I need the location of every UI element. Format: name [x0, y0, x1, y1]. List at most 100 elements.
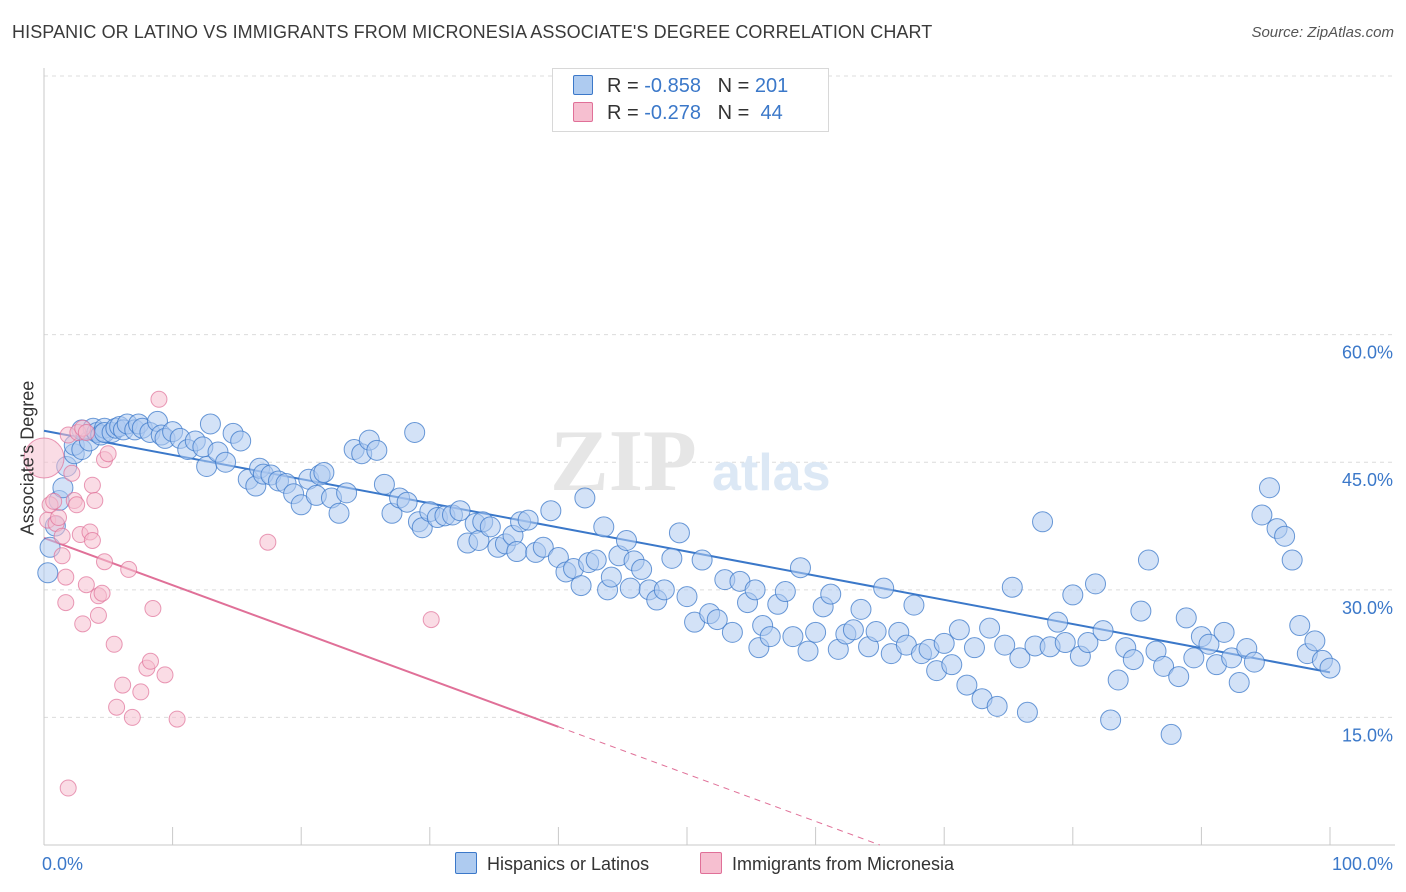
correlation-legend: R = -0.858 N = 201 R = -0.278 N = 44	[552, 68, 829, 132]
hispanics-point	[1221, 647, 1243, 669]
hispanics-point	[789, 557, 811, 579]
y-tick-label: 60.0%	[1342, 343, 1393, 363]
micronesia-point	[141, 652, 159, 670]
watermark-zip: ZIP	[550, 413, 697, 510]
hispanics-point	[366, 439, 388, 461]
hispanics-point	[1092, 620, 1114, 642]
hispanics-point	[1009, 647, 1031, 669]
hispanics-point	[37, 562, 59, 584]
hispanics-point	[1183, 647, 1205, 669]
hispanics-point	[903, 594, 925, 616]
micronesia-point	[156, 666, 174, 684]
y-tick-label: 15.0%	[1342, 725, 1393, 745]
source-label: Source: ZipAtlas.com	[1251, 24, 1394, 41]
micronesia-point	[74, 615, 92, 633]
micronesia-trend-extension	[558, 726, 881, 846]
hispanics-point	[805, 621, 827, 643]
hispanics-point	[797, 640, 819, 662]
n-value-micronesia: 44	[754, 102, 783, 124]
micronesia-point	[53, 527, 71, 545]
y-tick-label: 45.0%	[1342, 470, 1393, 490]
r-label: R =	[607, 102, 639, 124]
legend-row-hispanics: R = -0.858 N = 201	[573, 75, 788, 98]
micronesia-point	[59, 779, 77, 797]
hispanics-point	[1122, 649, 1144, 671]
micronesia-point	[50, 509, 68, 527]
legend-row-micronesia: R = -0.278 N = 44	[573, 102, 783, 125]
hispanics-point	[1281, 549, 1303, 571]
hispanics-point	[404, 421, 426, 443]
tick-labels: 15.0% 30.0% 45.0% 60.0% 0.0% 100.0%	[42, 343, 1393, 874]
micronesia-point	[123, 708, 141, 726]
micronesia-point	[57, 568, 75, 586]
hispanics-point	[1016, 701, 1038, 723]
hispanics-point	[1084, 573, 1106, 595]
hispanics-point	[1319, 657, 1341, 679]
hispanics-point	[540, 500, 562, 522]
hispanics-point	[615, 529, 637, 551]
micronesia-point	[99, 445, 117, 463]
micronesia-point	[422, 611, 440, 629]
hispanics-point	[668, 522, 690, 544]
hispanics-point	[570, 575, 592, 597]
micronesia-point	[89, 606, 107, 624]
hispanics-point	[313, 461, 335, 483]
r-label: R =	[607, 75, 639, 97]
hispanics-point	[979, 617, 1001, 639]
hispanics-point	[631, 558, 653, 580]
hispanics-point	[691, 549, 713, 571]
hispanics-point	[842, 619, 864, 641]
n-label: N =	[717, 102, 750, 124]
hispanics-point	[759, 626, 781, 648]
micronesia-point	[150, 390, 168, 408]
micronesia-point	[144, 600, 162, 618]
micronesia-point	[77, 576, 95, 594]
hispanics-point	[873, 577, 895, 599]
hispanics-point	[1304, 630, 1326, 652]
hispanics-point	[1137, 549, 1159, 571]
hispanics-point	[1001, 576, 1023, 598]
hispanics-point	[1289, 615, 1311, 637]
hispanics-point	[600, 566, 622, 588]
hispanics-point	[1032, 511, 1054, 533]
hispanics-point	[449, 500, 471, 522]
series-hispanics-points	[37, 410, 1341, 745]
hispanics-point	[1251, 504, 1273, 526]
hispanics-point	[1228, 672, 1250, 694]
legend-item-hispanics: Hispanics or Latinos	[455, 852, 649, 875]
hispanics-point	[948, 619, 970, 641]
legend-swatch-blue	[573, 75, 593, 95]
hispanics-point	[479, 516, 501, 538]
hispanics-point	[585, 549, 607, 571]
hispanics-point	[706, 609, 728, 631]
hispanics-point	[1062, 584, 1084, 606]
micronesia-point	[114, 676, 132, 694]
hispanics-point	[676, 586, 698, 608]
hispanics-point	[782, 626, 804, 648]
micronesia-point	[83, 476, 101, 494]
hispanics-point	[1168, 666, 1190, 688]
hispanics-point	[328, 502, 350, 524]
hispanics-point	[1160, 723, 1182, 745]
hispanics-point	[1198, 633, 1220, 655]
hispanics-point	[774, 581, 796, 603]
micronesia-point	[63, 464, 81, 482]
micronesia-point	[132, 683, 150, 701]
hispanics-point	[661, 547, 683, 569]
r-value-micronesia: -0.278	[644, 102, 701, 124]
hispanics-point	[1130, 600, 1152, 622]
hispanics-point	[1100, 709, 1122, 731]
hispanics-point	[653, 579, 675, 601]
micronesia-point	[108, 698, 126, 716]
hispanics-point	[963, 637, 985, 659]
hispanics-point	[1077, 632, 1099, 654]
legend-swatch-pink	[700, 852, 722, 874]
hispanics-point	[1107, 669, 1129, 691]
legend-label-hispanics: Hispanics or Latinos	[487, 854, 650, 874]
micronesia-point	[68, 496, 86, 514]
hispanics-point	[994, 634, 1016, 656]
y-axis-label: Associate's Degree	[17, 380, 38, 536]
chart-title: HISPANIC OR LATINO VS IMMIGRANTS FROM MI…	[12, 22, 933, 42]
series-micronesia-points	[23, 390, 440, 797]
